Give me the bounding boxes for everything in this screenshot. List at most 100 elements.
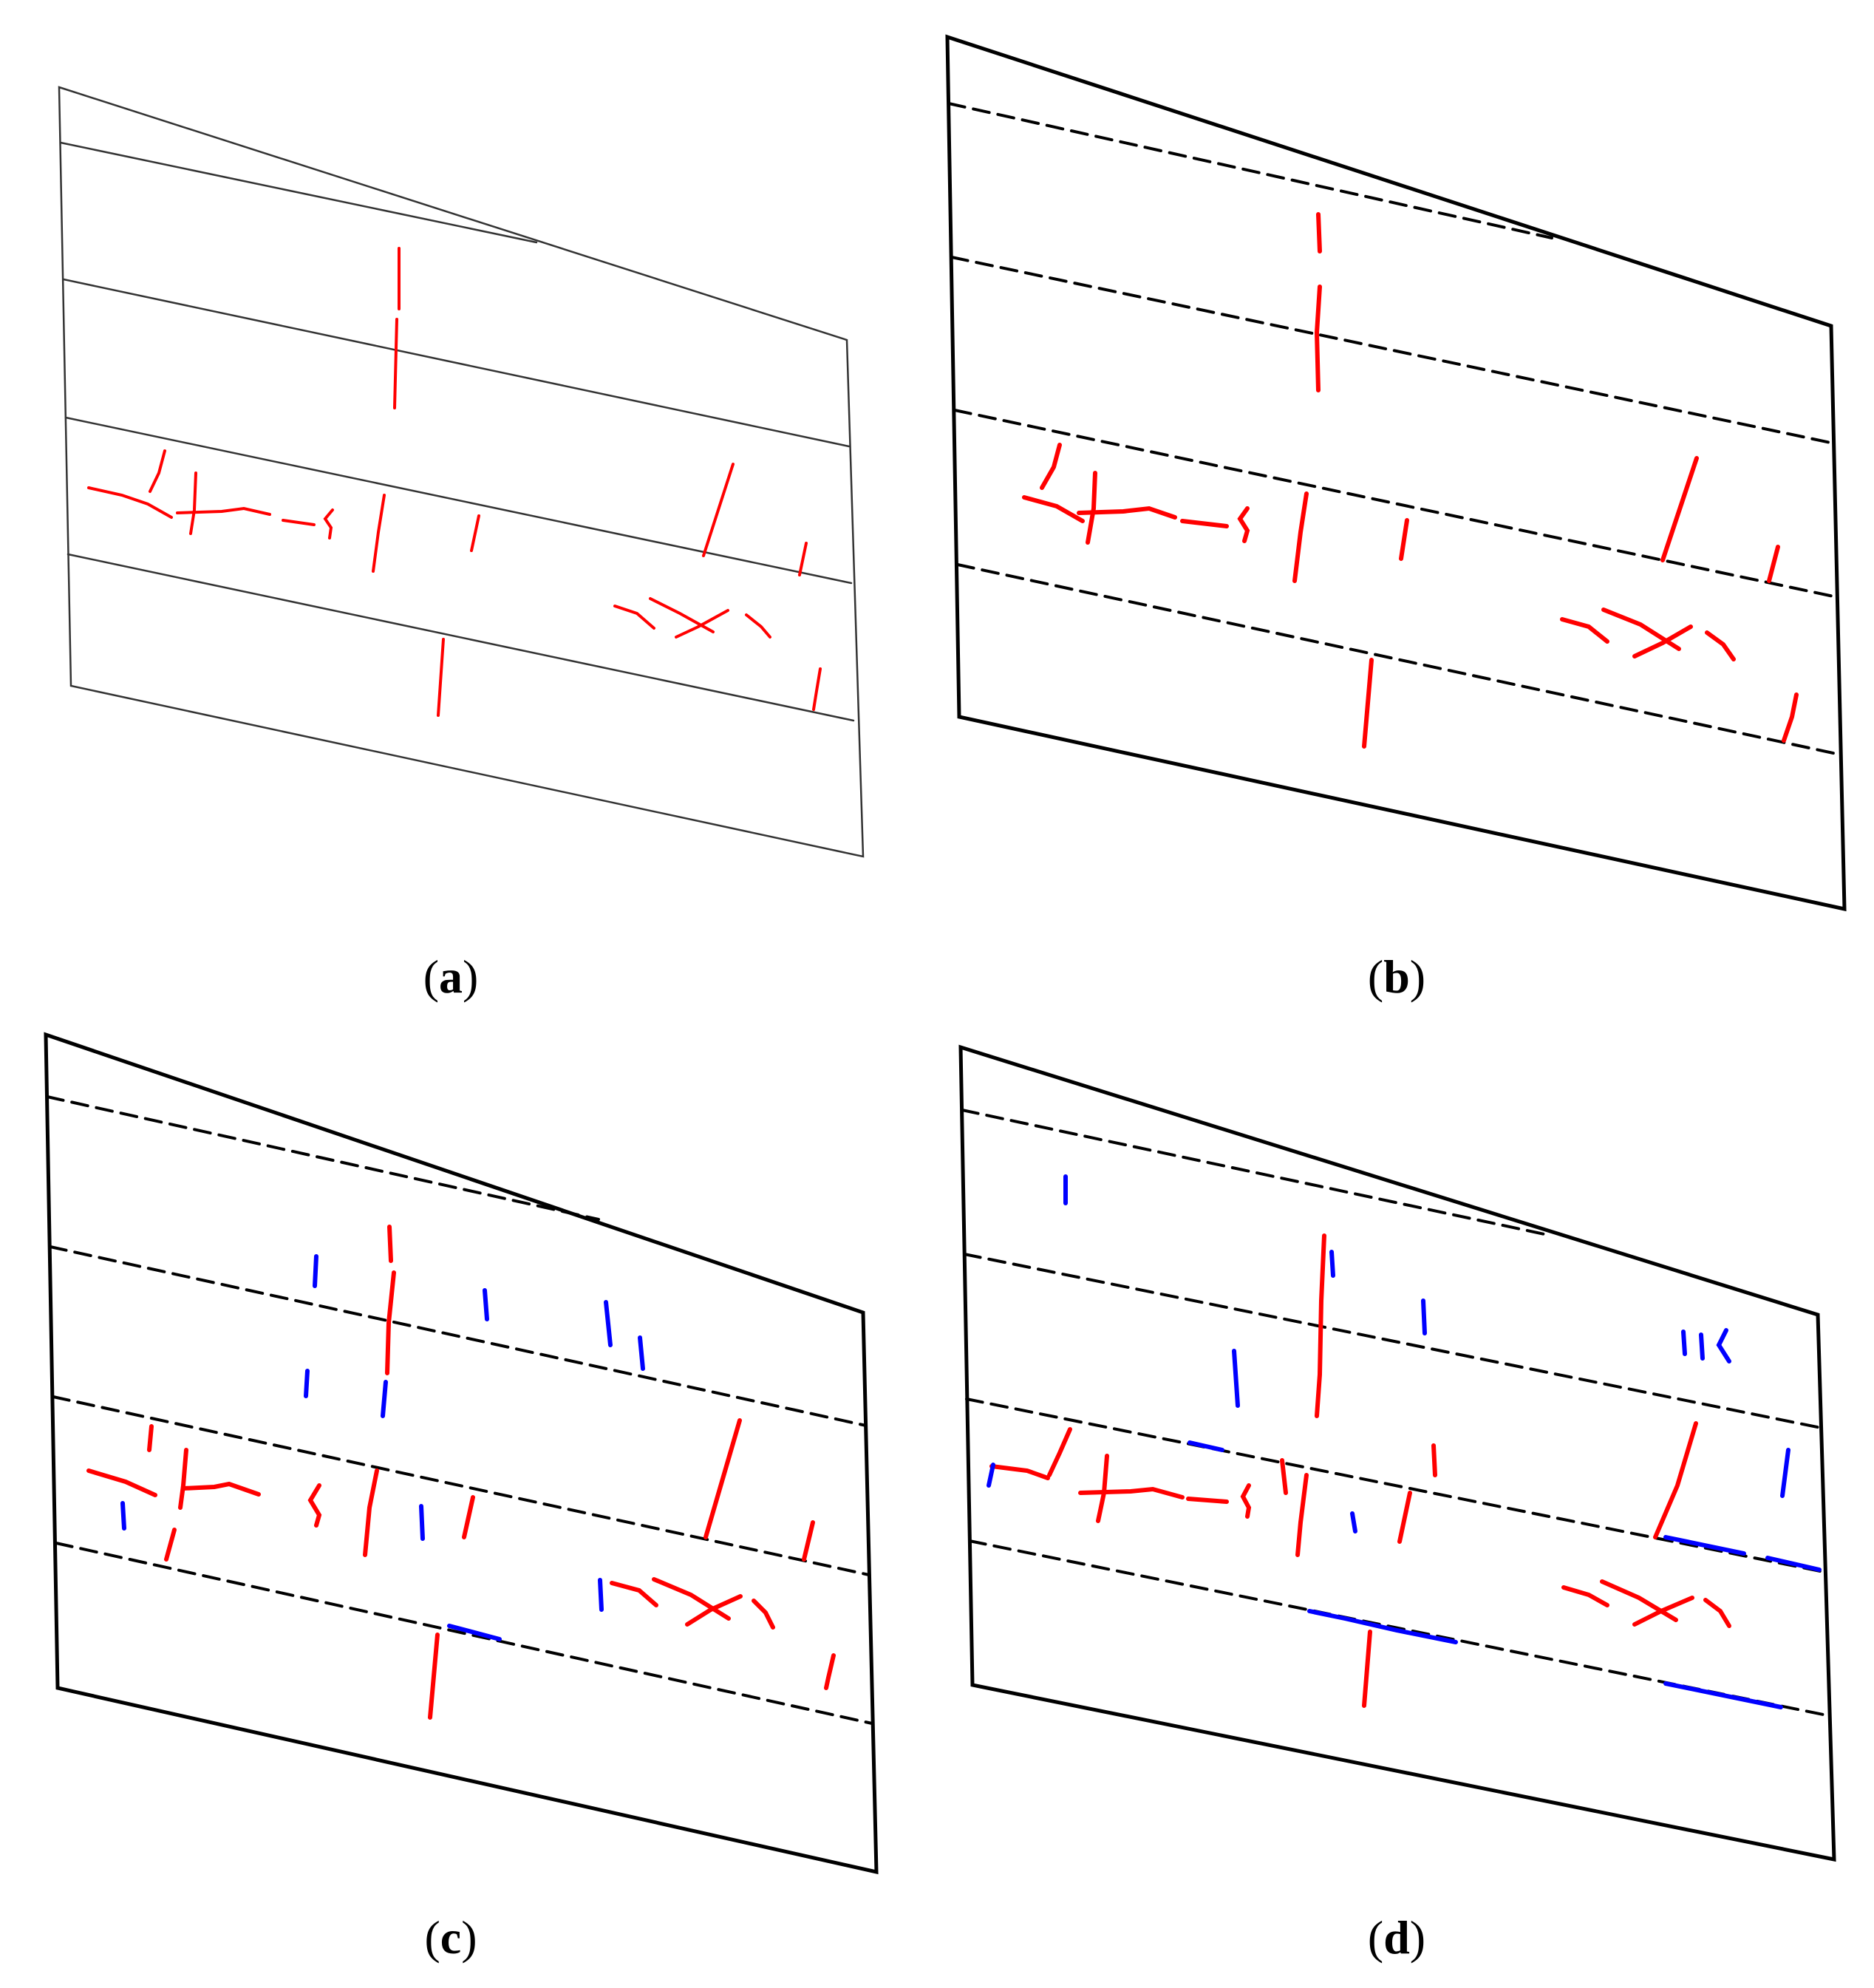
crack	[437, 638, 445, 717]
crack	[1660, 456, 1699, 562]
crack	[462, 1495, 475, 1539]
panel-a	[58, 86, 865, 858]
crack	[1421, 1298, 1427, 1335]
crack	[483, 1288, 489, 1321]
panel-b-cracks	[1022, 212, 1799, 749]
crack	[1703, 1598, 1731, 1628]
crack	[1782, 692, 1799, 743]
panel-d-label-open: (	[1367, 1911, 1384, 1964]
crack	[282, 519, 316, 526]
crack	[147, 1424, 154, 1452]
crack	[120, 1501, 126, 1531]
crack	[447, 1624, 502, 1641]
panel-a-course-lines	[59, 141, 855, 722]
crack	[1431, 1443, 1437, 1477]
panel-c-label-open: (	[424, 1911, 440, 1964]
crack	[703, 1418, 742, 1539]
crack	[1186, 1497, 1229, 1504]
panel-b-label: (b)	[1368, 950, 1425, 1004]
crack	[1362, 658, 1374, 749]
panel-b-outline	[945, 34, 1847, 912]
crack	[1716, 1328, 1731, 1364]
crack	[87, 486, 173, 519]
panel-d-label-close: )	[1409, 1911, 1426, 1964]
crack	[1560, 617, 1609, 644]
panel-d	[958, 1044, 1836, 1862]
crack	[1399, 518, 1409, 561]
panel-c-course-lines	[46, 1095, 873, 1725]
crack	[387, 1225, 393, 1263]
crack	[987, 1463, 995, 1488]
panel-a-outline	[58, 86, 865, 858]
crack	[638, 1335, 645, 1371]
crack	[798, 542, 808, 576]
panel-d-label: (d)	[1368, 1910, 1425, 1965]
panel-c	[44, 1032, 879, 1875]
crack	[1040, 443, 1062, 490]
crack	[1314, 285, 1322, 392]
crack	[1632, 1596, 1694, 1627]
crack	[307, 1483, 322, 1528]
crack	[1663, 1681, 1783, 1709]
crack	[304, 1369, 310, 1398]
panel-a-cracks	[87, 247, 822, 717]
crack	[1329, 1250, 1335, 1278]
crack	[1362, 1630, 1372, 1708]
panel-d-course-lines	[961, 1109, 1828, 1717]
crack	[1096, 1454, 1109, 1523]
crack	[1601, 607, 1681, 651]
panel-a-label: (a)	[423, 950, 479, 1004]
panel-c-label-letter: c	[440, 1911, 462, 1964]
crack	[372, 494, 386, 573]
crack	[1663, 1535, 1746, 1556]
crack	[685, 1594, 743, 1627]
crack	[323, 508, 334, 539]
crack	[189, 472, 197, 535]
crack	[1632, 624, 1693, 658]
crack	[1780, 1448, 1790, 1498]
crack	[604, 1300, 613, 1347]
crack	[1237, 506, 1250, 543]
crack	[652, 1577, 731, 1621]
crack	[702, 463, 735, 557]
crack	[1295, 1473, 1309, 1557]
crack	[363, 1468, 379, 1557]
panel-d-label-letter: d	[1383, 1911, 1410, 1964]
crack	[745, 613, 771, 639]
crack	[1078, 1486, 1185, 1499]
crack	[1681, 1330, 1687, 1356]
crack	[598, 1578, 604, 1612]
crack	[1561, 1585, 1609, 1607]
crack	[381, 1380, 388, 1418]
crack	[313, 1254, 318, 1288]
crack	[181, 1481, 261, 1497]
panel-b-label-open: (	[1367, 950, 1384, 1003]
crack	[1086, 471, 1097, 545]
crack	[824, 1653, 836, 1690]
crack	[1280, 1458, 1288, 1495]
panel-c-outline	[44, 1032, 879, 1875]
crack	[649, 597, 715, 633]
crack	[1188, 1440, 1224, 1452]
panel-d-cracks-existing	[989, 1233, 1731, 1708]
crack	[428, 1633, 440, 1720]
panel-a-label-open: (	[423, 950, 439, 1003]
panel-b	[945, 34, 1847, 912]
panel-c-cracks-existing	[86, 1225, 836, 1720]
crack	[610, 1581, 658, 1607]
crack	[802, 1520, 815, 1562]
crack	[1350, 1511, 1357, 1533]
crack	[1315, 1233, 1326, 1418]
panel-c-label: (c)	[424, 1910, 477, 1965]
crack	[164, 1528, 177, 1562]
panel-c-cracks-new	[120, 1254, 645, 1641]
panel-c-label-close: )	[461, 1911, 477, 1964]
panel-a-label-letter: a	[439, 950, 463, 1003]
crack	[1653, 1421, 1698, 1539]
crack	[1022, 495, 1085, 523]
crack	[1240, 1483, 1252, 1519]
crack	[1077, 505, 1177, 520]
crack	[1047, 1427, 1072, 1477]
crack	[1316, 212, 1322, 253]
